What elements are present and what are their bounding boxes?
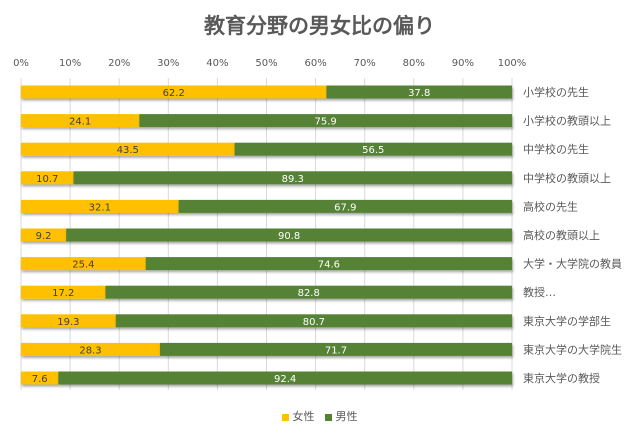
data-label: 80.7: [303, 317, 325, 328]
bar-male: [105, 285, 513, 299]
data-label: 75.9: [315, 117, 337, 128]
data-label: 62.2: [163, 88, 185, 99]
legend-item: 男性: [324, 408, 358, 424]
category-label: 中学校の教頭以上: [523, 171, 611, 185]
legend-label: 男性: [335, 410, 358, 423]
chart-title: 教育分野の男女比の偏り: [204, 14, 435, 38]
bar-male: [58, 371, 512, 385]
category-label: 小学校の教頭以上: [523, 114, 611, 128]
x-tick-label: 90%: [452, 58, 474, 69]
x-tick-label: 0%: [13, 58, 29, 69]
data-label: 92.4: [274, 374, 296, 385]
category-label: 高校の教頭以上: [523, 228, 600, 242]
data-label: 24.1: [69, 117, 91, 128]
category-label: 高校の先生: [523, 199, 578, 213]
bar-female: [21, 171, 74, 185]
x-tick-label: 10%: [59, 58, 81, 69]
x-tick-label: 70%: [354, 58, 376, 69]
x-tick-label: 80%: [403, 58, 425, 69]
category-label: 教授…: [523, 285, 556, 299]
category-label: 大学・大学院の教員: [523, 257, 622, 271]
bar-female: [21, 371, 59, 385]
data-label: 90.8: [278, 231, 300, 242]
data-label: 56.5: [362, 145, 384, 156]
x-tick-label: 60%: [304, 58, 326, 69]
legend-swatch: [281, 413, 289, 421]
bar-male: [66, 228, 512, 242]
data-label: 9.2: [36, 231, 52, 242]
category-label: 東京大学の教授: [523, 371, 600, 385]
bar-female: [21, 142, 235, 156]
bar-male: [159, 342, 512, 356]
bar-male: [139, 114, 512, 128]
legend: 女性 男性: [0, 408, 639, 424]
legend-swatch: [324, 413, 332, 421]
data-label: 25.4: [72, 260, 94, 271]
legend-item: 女性: [281, 408, 315, 424]
data-label: 82.8: [298, 288, 320, 299]
data-label: 89.3: [282, 174, 304, 185]
data-label: 28.3: [79, 345, 101, 356]
bar-male: [115, 314, 512, 328]
data-label: 71.7: [325, 345, 347, 356]
bar-female: [21, 285, 106, 299]
bar-female: [21, 314, 116, 328]
bar-male: [73, 171, 513, 185]
data-label: 10.7: [36, 174, 58, 185]
x-tick-label: 40%: [206, 58, 228, 69]
data-label: 17.2: [52, 288, 74, 299]
legend-label: 女性: [292, 410, 315, 423]
data-label: 74.6: [318, 260, 340, 271]
x-tick-label: 100%: [498, 58, 527, 69]
bar-female: [21, 342, 160, 356]
category-label: 東京大学の大学院生: [523, 342, 622, 356]
bar-female: [21, 257, 146, 271]
x-tick-label: 30%: [157, 58, 179, 69]
data-label: 19.3: [57, 317, 79, 328]
data-label: 67.9: [334, 202, 356, 213]
category-label: 東京大学の学部生: [523, 314, 611, 328]
bar-female: [21, 114, 140, 128]
bar-female: [21, 85, 327, 99]
bar-female: [21, 228, 67, 242]
bar-female: [21, 199, 179, 213]
data-label: 7.6: [32, 374, 48, 385]
bar-male: [234, 142, 512, 156]
category-label: 中学校の先生: [523, 142, 589, 156]
bar-male: [326, 85, 512, 99]
bar-male: [145, 257, 513, 271]
data-label: 32.1: [89, 202, 111, 213]
x-tick-label: 50%: [255, 58, 277, 69]
bar-male: [178, 199, 512, 213]
data-label: 43.5: [117, 145, 139, 156]
data-label: 37.8: [408, 88, 430, 99]
category-label: 小学校の先生: [523, 85, 589, 99]
x-tick-label: 20%: [108, 58, 130, 69]
